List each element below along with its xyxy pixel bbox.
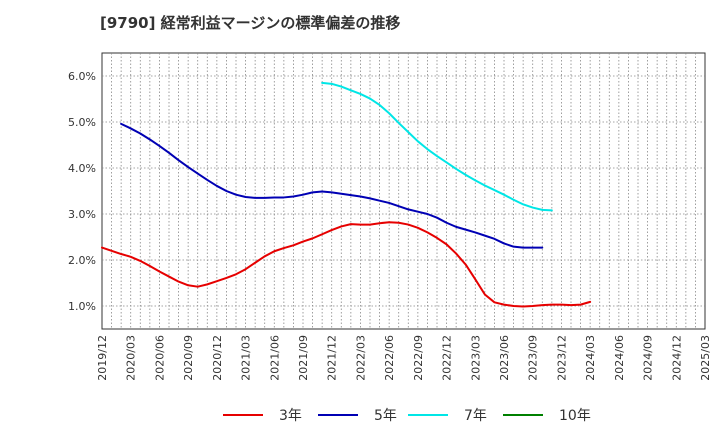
x-tick-label: 2023/12: [555, 335, 568, 381]
legend-swatch: [318, 414, 358, 416]
x-tick-label: 2021/09: [297, 335, 310, 381]
x-tick-label: 2022/09: [412, 335, 425, 381]
x-tick-label: 2020/06: [153, 335, 166, 381]
y-tick-label: 4.0%: [68, 162, 96, 175]
x-tick-label: 2021/12: [326, 335, 339, 381]
legend: 3年 5年 7年 10年: [0, 403, 720, 427]
x-tick-label: 2020/03: [125, 335, 138, 381]
x-tick-label: 2020/09: [182, 335, 195, 381]
x-tick-label: 2022/06: [383, 335, 396, 381]
x-tick-label: 2024/06: [613, 335, 626, 381]
series-line-5年: [120, 122, 544, 249]
legend-label: 5年: [374, 408, 397, 424]
series-line-3年: [101, 221, 592, 308]
y-tick-label: 3.0%: [68, 208, 96, 221]
legend-swatch: [408, 414, 448, 416]
legend-item: 3年: [223, 403, 302, 427]
x-tick-label: 2021/06: [268, 335, 281, 381]
legend-label: 10年: [559, 408, 591, 424]
chart-title: [9790] 経常利益マージンの標準偏差の推移: [100, 14, 401, 32]
legend-swatch: [503, 414, 543, 416]
x-tick-label: 2024/12: [670, 335, 683, 381]
series-line-7年: [321, 81, 553, 212]
x-tick-label: 2023/06: [498, 335, 511, 381]
x-tick-label: 2022/03: [354, 335, 367, 381]
x-tick-label: 2020/12: [211, 335, 224, 381]
legend-label: 7年: [464, 408, 487, 424]
legend-item: 10年: [503, 403, 591, 427]
y-axis-ticks: 1.0% 2.0% 3.0% 4.0% 5.0% 6.0%: [68, 70, 96, 313]
legend-swatch: [223, 414, 263, 416]
x-tick-label: 2023/03: [469, 335, 482, 381]
x-tick-label: 2021/03: [240, 335, 253, 381]
plot-area: [101, 52, 706, 330]
x-tick-label: 2023/09: [527, 335, 540, 381]
x-tick-label: 2024/03: [584, 335, 597, 381]
y-tick-label: 1.0%: [68, 300, 96, 313]
x-tick-label: 2022/12: [441, 335, 454, 381]
x-tick-label: 2025/03: [699, 335, 712, 381]
y-tick-label: 6.0%: [68, 70, 96, 83]
y-tick-label: 2.0%: [68, 254, 96, 267]
y-tick-label: 5.0%: [68, 116, 96, 129]
series-lines: [101, 81, 592, 308]
legend-item: 5年: [318, 403, 397, 427]
x-tick-label: 2019/12: [96, 335, 109, 381]
legend-label: 3年: [279, 408, 302, 424]
x-tick-label: 2024/09: [642, 335, 655, 381]
legend-item: 7年: [408, 403, 487, 427]
grid: [102, 53, 705, 329]
x-axis-ticks: 2019/12 2020/03 2020/06 2020/09 2020/12 2021/…: [96, 335, 712, 381]
